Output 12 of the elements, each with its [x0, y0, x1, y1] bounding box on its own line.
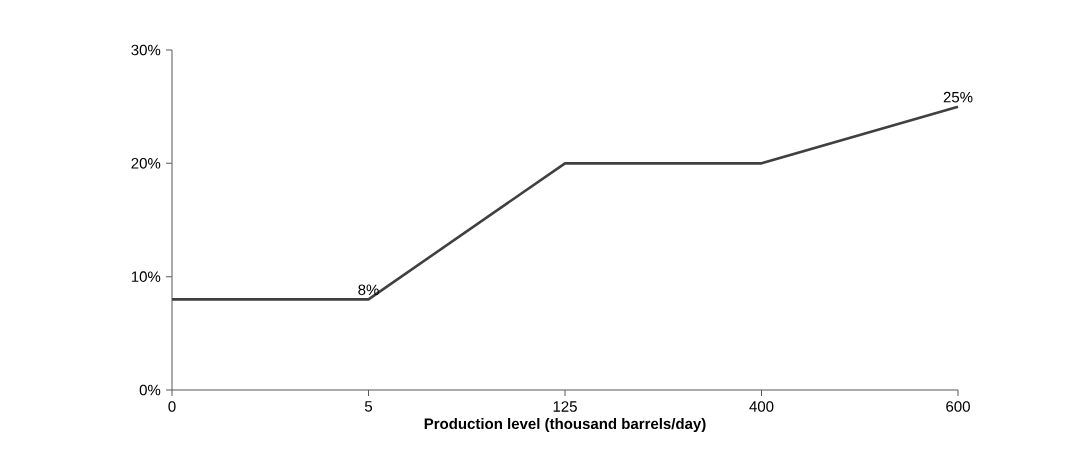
y-tick-label: 30%: [131, 44, 161, 56]
y-tick-label: 0%: [139, 384, 161, 396]
x-tick-label: 400: [749, 401, 774, 412]
x-tick-label: 5: [364, 401, 373, 412]
data-label: 8%: [358, 284, 379, 296]
y-tick-label: 20%: [131, 158, 161, 169]
x-tick-label: 0: [168, 401, 176, 412]
data-label: 25%: [943, 91, 973, 103]
x-axis-title: Production level (thousand barrels/day): [424, 418, 706, 432]
y-tick-label: 10%: [131, 271, 161, 282]
x-tick-label: 125: [553, 401, 577, 412]
x-tick-label: 600: [946, 401, 970, 412]
